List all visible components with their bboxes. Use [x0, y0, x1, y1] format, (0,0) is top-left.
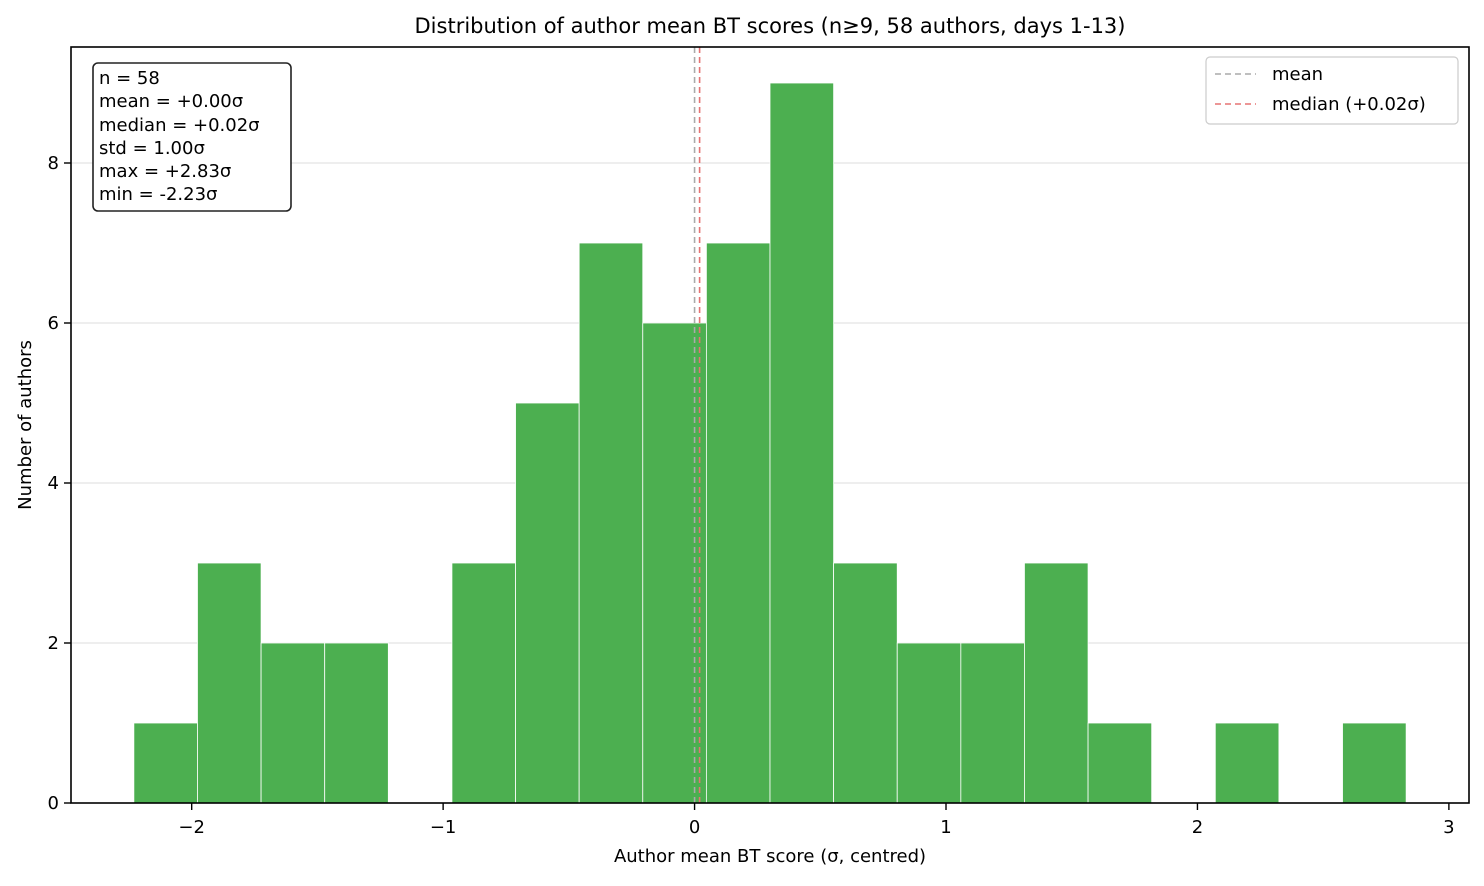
histogram-bar — [260, 642, 326, 804]
y-tick-label: 4 — [48, 473, 59, 494]
histogram-bar — [705, 242, 771, 804]
y-axis-ticks: 0 2 4 6 8 — [48, 153, 71, 814]
histogram-bar — [1087, 722, 1153, 804]
stats-line: max = +2.83σ — [99, 161, 231, 182]
histogram-bars — [133, 82, 1407, 804]
y-axis-label: Number of authors — [15, 340, 36, 510]
histogram-bar — [642, 322, 707, 804]
chart-title: Distribution of author mean BT scores (n… — [415, 14, 1126, 38]
histogram-bar — [833, 562, 898, 804]
legend-frame — [1205, 56, 1459, 125]
y-tick-label: 6 — [48, 313, 59, 334]
y-tick-label: 0 — [48, 793, 59, 814]
legend: mean median (+0.02σ) — [1205, 56, 1459, 125]
legend-median-label: median (+0.02σ) — [1272, 94, 1426, 115]
histogram-bar — [133, 722, 198, 804]
x-tick-label: 2 — [1192, 817, 1203, 838]
x-tick-label: −2 — [178, 817, 205, 838]
histogram-bar — [960, 642, 1025, 804]
histogram-bar — [515, 402, 580, 804]
histogram-bar — [896, 642, 962, 804]
y-tick-label: 2 — [48, 633, 59, 654]
stats-line: median = +0.02σ — [99, 115, 260, 136]
stats-line: mean = +0.00σ — [99, 91, 243, 112]
stats-line: min = -2.23σ — [99, 184, 217, 205]
x-tick-label: 0 — [689, 817, 700, 838]
histogram-bar — [1214, 722, 1280, 804]
legend-mean-label: mean — [1272, 64, 1323, 85]
histogram-bar — [769, 82, 835, 804]
x-axis-ticks: −2 −1 0 1 2 3 — [178, 803, 1455, 838]
stats-line: n = 58 — [99, 68, 160, 89]
histogram-bar — [1342, 722, 1407, 804]
reference-lines — [693, 47, 701, 803]
y-tick-label: 8 — [48, 153, 59, 174]
plot-frame — [70, 46, 1470, 804]
x-tick-label: −1 — [430, 817, 457, 838]
stats-box-frame — [92, 62, 292, 212]
stats-box: n = 58 mean = +0.00σ median = +0.02σ std… — [92, 62, 292, 212]
histogram-bar — [324, 642, 389, 804]
histogram-bar — [1024, 562, 1089, 804]
x-axis-label: Author mean BT score (σ, centred) — [614, 846, 926, 867]
stats-line: std = 1.00σ — [99, 138, 205, 159]
x-tick-label: 3 — [1443, 817, 1454, 838]
histogram-bar — [578, 242, 644, 804]
x-tick-label: 1 — [940, 817, 951, 838]
histogram-bar — [197, 562, 262, 804]
histogram-bar — [451, 562, 516, 804]
